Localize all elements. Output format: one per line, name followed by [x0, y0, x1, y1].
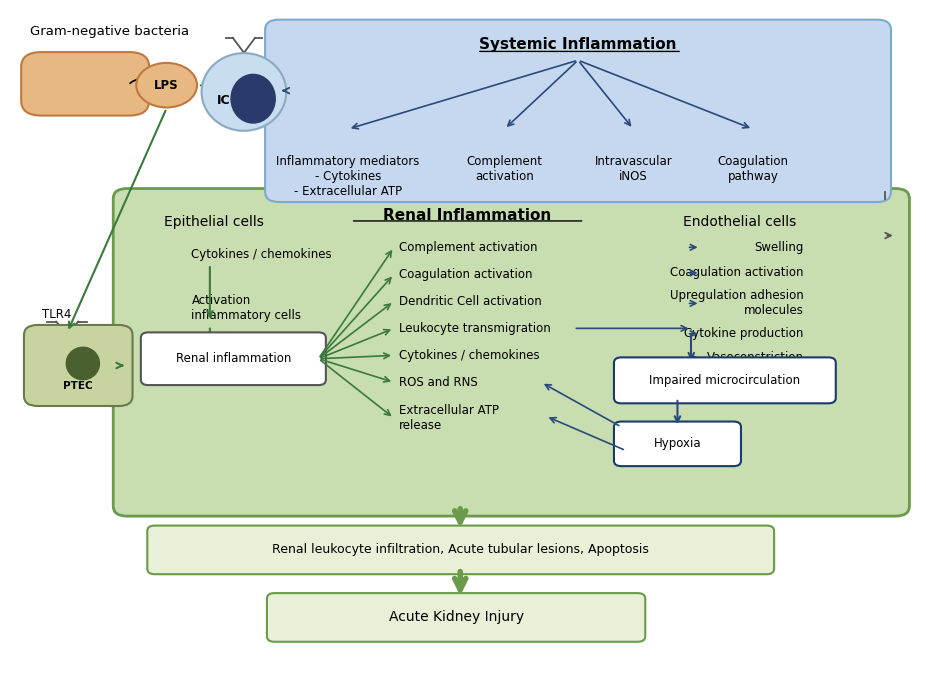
Text: Intravascular
iNOS: Intravascular iNOS [594, 155, 672, 183]
FancyBboxPatch shape [265, 20, 891, 202]
FancyBboxPatch shape [113, 189, 909, 516]
FancyBboxPatch shape [24, 325, 132, 406]
Circle shape [136, 63, 197, 108]
FancyBboxPatch shape [267, 593, 645, 642]
Text: Coagulation activation: Coagulation activation [398, 268, 532, 281]
Text: LPS: LPS [155, 79, 179, 92]
Ellipse shape [232, 74, 275, 123]
Text: Swelling: Swelling [754, 241, 804, 254]
Text: Leukocyte transmigration: Leukocyte transmigration [398, 322, 550, 335]
Text: Vasoconstriction: Vasoconstriction [707, 351, 804, 364]
Text: TLR4: TLR4 [43, 308, 71, 321]
Text: Hypoxia: Hypoxia [654, 437, 701, 450]
Text: Complement
activation: Complement activation [467, 155, 543, 183]
FancyBboxPatch shape [614, 422, 741, 466]
FancyBboxPatch shape [147, 526, 774, 574]
Text: Cytokines / chemokines: Cytokines / chemokines [398, 349, 539, 362]
Text: Dendritic Cell activation: Dendritic Cell activation [398, 295, 542, 308]
Text: Acute Kidney Injury: Acute Kidney Injury [389, 610, 524, 624]
Text: PTEC: PTEC [64, 381, 94, 392]
Text: Cytokine production: Cytokine production [684, 328, 804, 340]
Text: IC: IC [217, 93, 231, 106]
Text: ROS and RNS: ROS and RNS [398, 376, 477, 389]
Text: Epithelial cells: Epithelial cells [164, 215, 264, 229]
Ellipse shape [67, 347, 99, 380]
FancyBboxPatch shape [141, 332, 326, 385]
Text: Renal leukocyte infiltration, Acute tubular lesions, Apoptosis: Renal leukocyte infiltration, Acute tubu… [272, 543, 649, 556]
FancyBboxPatch shape [614, 358, 836, 403]
Text: Extracellular ATP
release: Extracellular ATP release [398, 405, 498, 432]
Ellipse shape [202, 53, 286, 131]
Text: Upregulation adhesion
molecules: Upregulation adhesion molecules [669, 289, 804, 317]
Text: Renal inflammation: Renal inflammation [176, 352, 291, 365]
Text: Gram-negative bacteria: Gram-negative bacteria [31, 25, 190, 37]
Text: Systemic Inflammation: Systemic Inflammation [480, 37, 677, 52]
Text: Cytokines / chemokines: Cytokines / chemokines [192, 247, 332, 261]
Text: Inflammatory mediators
- Cytokines
- Extracellular ATP: Inflammatory mediators - Cytokines - Ext… [276, 155, 419, 197]
Text: Coagulation
pathway: Coagulation pathway [718, 155, 788, 183]
FancyBboxPatch shape [21, 52, 149, 116]
Text: Complement activation: Complement activation [398, 241, 537, 254]
Text: Activation
inflammatory cells: Activation inflammatory cells [192, 294, 302, 322]
Text: Coagulation activation: Coagulation activation [670, 266, 804, 279]
Text: Impaired microcirculation: Impaired microcirculation [649, 374, 800, 387]
Text: Renal Inflammation: Renal Inflammation [383, 208, 552, 223]
Text: Endothelial cells: Endothelial cells [682, 215, 795, 229]
